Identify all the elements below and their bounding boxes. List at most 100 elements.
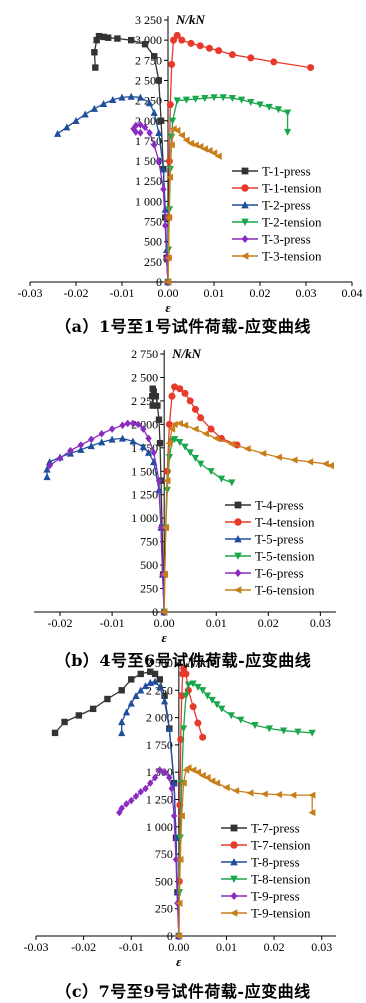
data-point <box>129 419 137 428</box>
data-point <box>91 49 98 56</box>
data-point <box>129 437 137 445</box>
series-T-3-press <box>130 121 172 286</box>
data-point <box>265 725 273 733</box>
data-point <box>176 385 184 393</box>
x-tick-label: -0.01 <box>110 286 135 300</box>
data-point <box>127 699 135 707</box>
data-point <box>326 462 334 470</box>
data-point <box>191 454 200 462</box>
data-point <box>136 93 144 101</box>
data-point <box>164 278 172 286</box>
legend-item: T-4-press <box>225 498 304 513</box>
data-point <box>95 32 103 40</box>
data-point <box>172 833 180 841</box>
data-point <box>213 701 221 709</box>
data-point <box>196 42 204 50</box>
data-point <box>75 712 83 719</box>
data-point <box>151 53 158 60</box>
legend-item: T-5-press <box>225 532 304 547</box>
data-point <box>134 420 142 429</box>
x-tick-label: 0.02 <box>258 616 279 630</box>
legend-label: T-2-tension <box>262 215 322 230</box>
data-point <box>161 205 169 213</box>
data-point <box>109 96 117 104</box>
data-point <box>166 173 174 181</box>
data-point <box>182 96 190 104</box>
legend-marker <box>234 518 242 526</box>
data-point <box>175 932 183 940</box>
data-point <box>176 855 184 864</box>
data-point <box>152 393 160 400</box>
data-point <box>150 448 157 457</box>
data-point <box>178 131 185 139</box>
y-tick-label: 1 250 <box>146 793 173 807</box>
legend-marker <box>241 235 249 243</box>
legend-label: T-3-tension <box>262 249 322 264</box>
legend-marker <box>241 167 249 175</box>
data-point <box>228 94 236 102</box>
data-point <box>100 100 108 108</box>
data-point <box>139 443 147 451</box>
data-point <box>150 108 158 116</box>
y-tick-label: 0 <box>156 275 162 289</box>
data-point <box>219 94 227 102</box>
data-point <box>170 420 178 428</box>
data-point <box>157 117 165 124</box>
data-point <box>251 722 259 730</box>
data-point <box>270 58 278 66</box>
data-point <box>215 47 223 55</box>
legend-label: T-1-press <box>262 164 311 179</box>
data-point <box>108 435 116 443</box>
data-point <box>165 420 173 428</box>
legend-marker <box>230 892 238 900</box>
x-tick-label: -0.02 <box>64 286 89 300</box>
x-tick-label: 0.03 <box>296 286 317 300</box>
data-point <box>168 60 176 68</box>
data-point <box>166 773 173 782</box>
legend-marker <box>241 201 249 209</box>
data-point <box>168 133 176 141</box>
data-point <box>243 445 251 453</box>
data-point <box>280 727 288 735</box>
legend-item: T-9-press <box>221 889 300 904</box>
data-point <box>203 774 211 782</box>
x-tick-label: -0.01 <box>100 616 125 630</box>
data-point <box>228 479 236 487</box>
data-point <box>141 682 150 690</box>
data-point <box>77 445 85 453</box>
data-point <box>173 97 181 105</box>
data-point <box>194 768 202 776</box>
data-point <box>146 678 154 686</box>
data-point <box>228 440 236 448</box>
data-point <box>238 96 246 104</box>
legend-label: T-8-press <box>251 855 300 870</box>
legend-label: T-3-press <box>262 232 311 247</box>
legend-item: T-3-press <box>232 232 311 247</box>
series-T-9-press <box>116 766 183 940</box>
data-point <box>116 808 123 817</box>
legend-label: T-9-press <box>251 889 300 904</box>
y-tick-label: 3 000 <box>135 33 162 47</box>
data-point <box>184 764 192 772</box>
x-tick-label: 0.02 <box>264 940 285 954</box>
data-point <box>212 434 220 443</box>
data-point <box>182 136 190 144</box>
data-point <box>228 51 236 59</box>
data-point <box>165 724 173 732</box>
data-point <box>173 31 181 39</box>
data-point <box>176 834 184 842</box>
data-point <box>182 692 190 700</box>
x-tick-label: -0.02 <box>71 940 96 954</box>
data-point <box>202 430 210 438</box>
legend-marker <box>234 569 242 577</box>
legend-item: T-9-tension <box>221 906 311 921</box>
data-point <box>157 523 165 532</box>
x-tick-label: -0.02 <box>48 616 73 630</box>
legend-label: T-5-press <box>255 532 304 547</box>
data-point <box>208 777 216 785</box>
panel-c-chart: -0.03 -0.02 -0.01 0.00 0.01 0.02 0.03 0 250 500 75… <box>24 655 336 969</box>
data-point <box>165 213 173 222</box>
data-point <box>155 77 162 84</box>
data-point <box>194 719 202 727</box>
data-point <box>199 733 207 741</box>
